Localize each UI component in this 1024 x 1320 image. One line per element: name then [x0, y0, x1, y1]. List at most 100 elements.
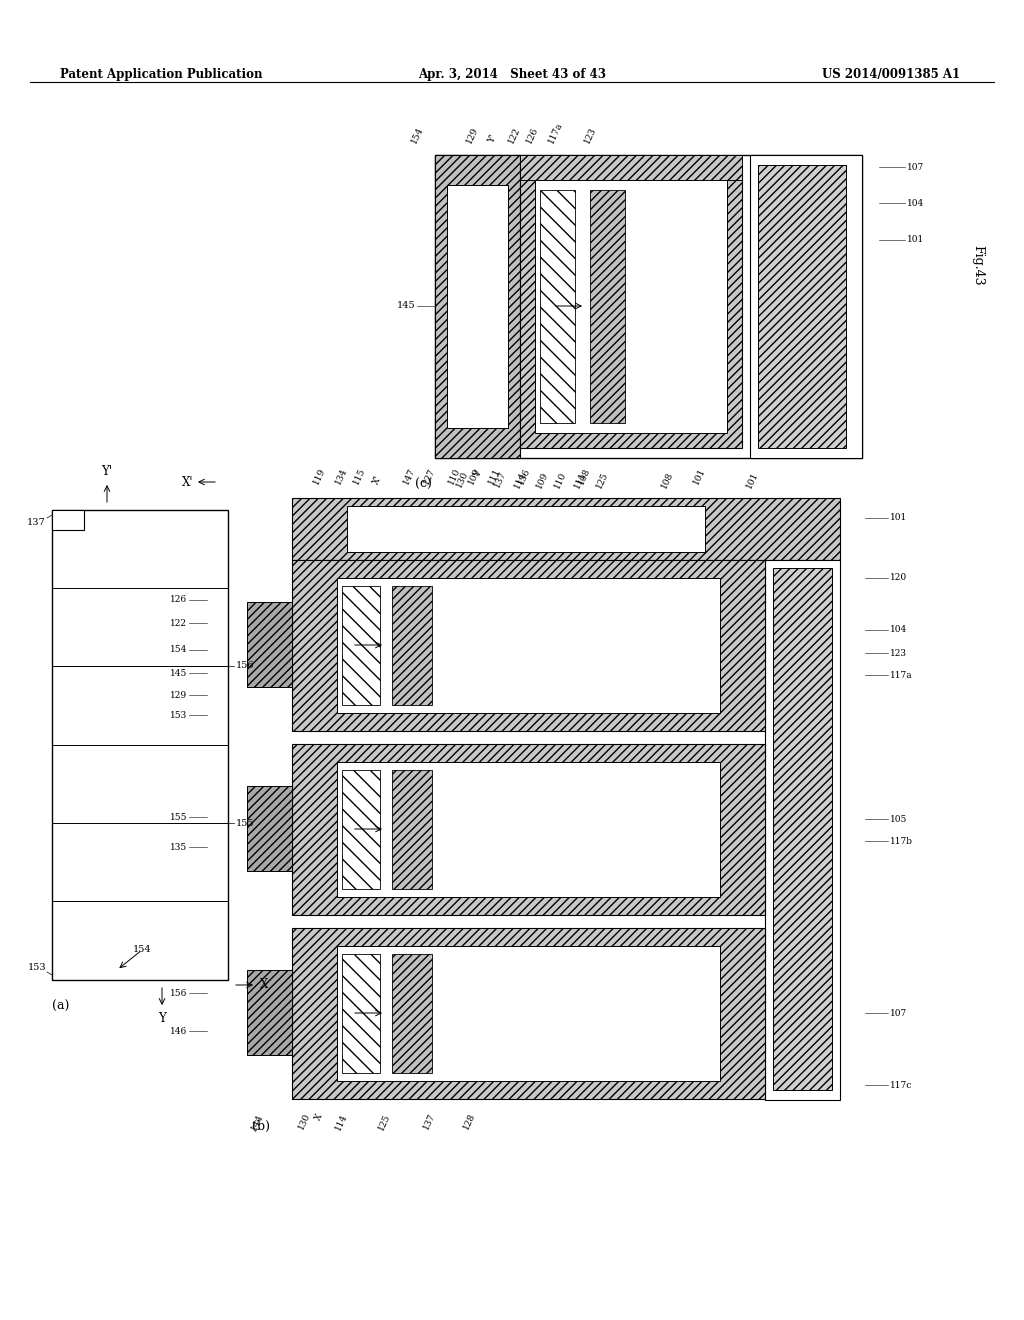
Text: (b): (b): [252, 1119, 270, 1133]
Bar: [590, 190, 625, 422]
Bar: [435, 154, 520, 458]
Bar: [342, 954, 380, 1073]
Bar: [247, 970, 292, 1055]
Text: 123: 123: [583, 125, 598, 145]
Text: 125: 125: [595, 470, 610, 490]
Bar: [52, 510, 228, 979]
Text: 107: 107: [907, 162, 925, 172]
Text: Apr. 3, 2014   Sheet 43 of 43: Apr. 3, 2014 Sheet 43 of 43: [418, 69, 606, 81]
Text: 154: 154: [133, 945, 152, 954]
Text: 101: 101: [907, 235, 925, 244]
Text: Y: Y: [473, 470, 483, 479]
Text: 146: 146: [170, 1027, 187, 1035]
Text: 156: 156: [236, 661, 255, 671]
Bar: [247, 785, 292, 871]
Bar: [337, 578, 720, 713]
Bar: [750, 154, 862, 458]
Text: 117a: 117a: [890, 671, 912, 680]
Text: 156: 156: [170, 989, 187, 998]
Bar: [52, 510, 84, 531]
Text: 108: 108: [577, 466, 593, 486]
Text: 129: 129: [170, 690, 187, 700]
Text: 153: 153: [28, 964, 46, 972]
Text: 137: 137: [422, 1111, 437, 1131]
Bar: [292, 928, 765, 1100]
Bar: [435, 154, 862, 458]
Text: 117b: 117b: [890, 837, 913, 846]
Bar: [292, 744, 765, 915]
Text: 155: 155: [236, 818, 255, 828]
Bar: [342, 770, 380, 888]
Text: X: X: [260, 978, 268, 991]
Bar: [292, 560, 765, 731]
Bar: [520, 154, 742, 180]
Text: 147: 147: [402, 466, 418, 486]
Text: 155: 155: [170, 813, 187, 821]
Text: 101: 101: [890, 513, 907, 523]
Text: 110: 110: [553, 470, 568, 490]
Text: 117c: 117c: [890, 1081, 912, 1089]
Text: 109: 109: [467, 466, 482, 486]
Text: Y': Y': [487, 133, 499, 145]
Bar: [447, 185, 508, 428]
Text: 137: 137: [493, 470, 508, 490]
Text: 108: 108: [660, 470, 676, 490]
Text: 154: 154: [170, 645, 187, 655]
Text: 114: 114: [334, 1111, 349, 1131]
Text: 137: 137: [28, 517, 46, 527]
Text: 126: 126: [525, 125, 541, 145]
Text: 127: 127: [422, 467, 437, 486]
Text: US 2014/0091385 A1: US 2014/0091385 A1: [822, 69, 961, 81]
Text: 120: 120: [890, 573, 907, 582]
Bar: [773, 568, 831, 1090]
Text: X': X': [181, 475, 193, 488]
Text: 144: 144: [250, 1111, 265, 1131]
Text: 145: 145: [396, 301, 415, 310]
Bar: [392, 954, 432, 1073]
Text: 111: 111: [573, 470, 589, 490]
Text: 145: 145: [170, 668, 187, 677]
Text: Patent Application Publication: Patent Application Publication: [60, 69, 262, 81]
Text: 126: 126: [170, 595, 187, 605]
Text: 135: 135: [170, 842, 187, 851]
Text: 134: 134: [334, 467, 349, 486]
Bar: [535, 180, 727, 433]
Bar: [347, 506, 705, 552]
Text: 117a: 117a: [547, 120, 564, 145]
Text: Fig.43: Fig.43: [972, 244, 984, 285]
Text: 104: 104: [907, 198, 925, 207]
Bar: [540, 190, 575, 422]
Text: Y: Y: [158, 1012, 166, 1026]
Text: 101: 101: [745, 470, 761, 490]
Text: 136: 136: [517, 467, 532, 486]
Bar: [337, 946, 720, 1081]
Bar: [392, 586, 432, 705]
Text: 104: 104: [890, 626, 907, 635]
Bar: [765, 560, 840, 1100]
Text: 153: 153: [170, 710, 187, 719]
Bar: [337, 762, 720, 898]
Bar: [292, 498, 840, 560]
Bar: [520, 165, 742, 447]
Text: 154: 154: [410, 125, 426, 145]
Text: 114: 114: [513, 470, 528, 490]
Text: 115: 115: [352, 466, 368, 486]
Text: 130: 130: [297, 1111, 312, 1131]
Text: 130: 130: [455, 470, 470, 490]
Text: 119: 119: [312, 466, 328, 486]
Bar: [758, 165, 846, 447]
Bar: [247, 602, 292, 686]
Text: X: X: [314, 1111, 325, 1122]
Text: (a): (a): [52, 1001, 70, 1012]
Text: 101: 101: [692, 466, 708, 486]
Text: 107: 107: [890, 1008, 907, 1018]
Text: 129: 129: [465, 125, 480, 145]
Text: 111: 111: [487, 466, 503, 486]
Text: (c): (c): [415, 478, 432, 491]
Text: 105: 105: [890, 814, 907, 824]
Bar: [342, 586, 380, 705]
Text: 123: 123: [890, 648, 907, 657]
Text: X': X': [372, 474, 384, 486]
Text: 110: 110: [447, 466, 463, 486]
Text: 122: 122: [507, 125, 522, 145]
